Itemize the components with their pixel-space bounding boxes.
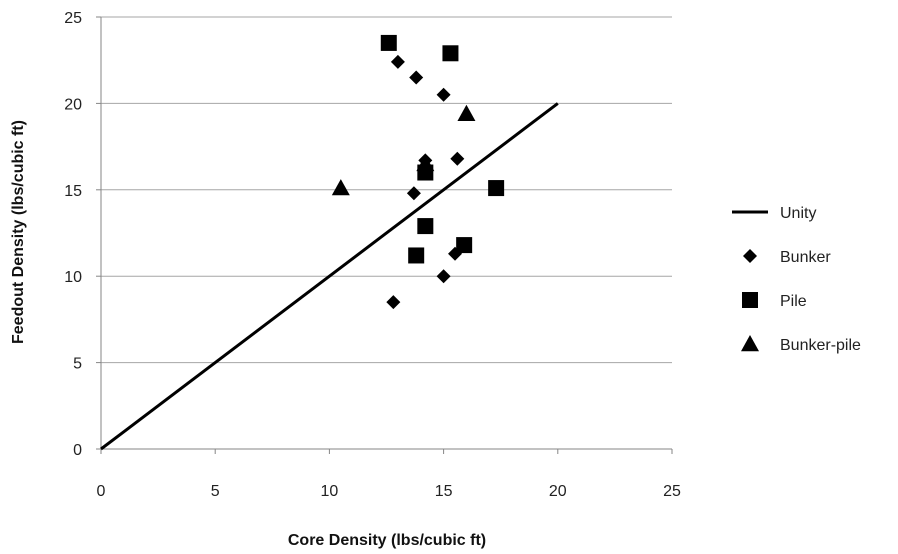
data-point-pile (408, 247, 425, 264)
legend-label-bunker: Bunker (780, 249, 831, 266)
data-point-pile (456, 237, 473, 254)
y-tick-label: 25 (64, 10, 82, 27)
data-point-pile (488, 180, 505, 197)
data-point-bunker (436, 269, 451, 284)
legend: Unity Bunker Pile Bunker-pile (732, 205, 861, 354)
legend-symbol-bunker-pile (741, 335, 759, 352)
x-tick-label: 20 (549, 483, 567, 500)
x-tick-label: 25 (663, 483, 681, 500)
data-point-bunker (409, 70, 424, 85)
data-point-bunker (436, 87, 451, 102)
series-line-unity (100, 102, 559, 451)
legend-label-pile: Pile (780, 293, 807, 310)
y-tick-label: 10 (64, 269, 82, 286)
x-axis-title: Core Density (lbs/cubic ft) (288, 532, 486, 549)
data-point-bunker-pile (416, 154, 435, 172)
x-tick-label: 0 (97, 483, 106, 500)
data-point-bunker (450, 151, 465, 166)
plot-area (100, 34, 559, 451)
y-axis-title: Feedout Density (lbs/cubic ft) (10, 120, 27, 344)
data-point-bunker-pile (457, 104, 476, 121)
gridlines (101, 16, 672, 364)
y-tick-label: 0 (73, 442, 82, 459)
y-tick-label: 5 (73, 356, 82, 373)
tick-labels: 0 5 10 15 20 25 0 5 10 15 20 25 (64, 10, 681, 500)
legend-symbol-pile (742, 292, 758, 308)
x-tick-label: 5 (211, 483, 220, 500)
data-point-pile (380, 34, 397, 51)
data-point-bunker (390, 54, 405, 69)
x-tick-label: 15 (435, 483, 453, 500)
data-point-bunker (386, 295, 401, 310)
data-point-pile (417, 218, 434, 235)
y-tick-label: 15 (64, 183, 82, 200)
legend-label-bunker-pile: Bunker-pile (780, 337, 861, 354)
data-point-bunker-pile (331, 179, 350, 196)
axes (96, 16, 673, 454)
legend-symbol-bunker (743, 249, 757, 263)
y-tick-label: 20 (64, 96, 82, 113)
data-point-pile (442, 45, 459, 62)
data-point-bunker (406, 186, 421, 201)
legend-label-unity: Unity (780, 205, 816, 222)
x-tick-label: 10 (321, 483, 339, 500)
